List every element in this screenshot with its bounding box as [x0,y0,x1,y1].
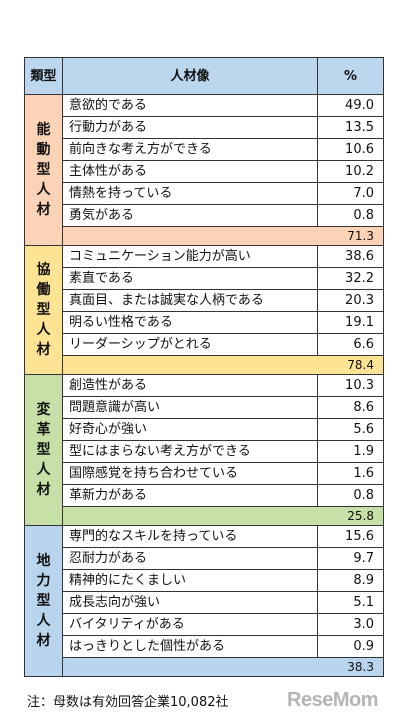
table-row: 情熱を持っている 7.0 [25,182,384,205]
header-row: 類型 人材像 % [24,57,384,95]
item-value: 9.7 [317,547,384,570]
table-row: 主体性がある 10.2 [25,160,384,183]
item-label: 型にはまらない考え方ができる [62,440,318,463]
table-row: リーダーシップがとれる 6.6 [25,333,384,356]
category-cell: 能動型人材 [24,94,63,246]
item-label: 明るい性格である [62,311,318,334]
item-label: 主体性がある [62,160,318,183]
item-value: 10.3 [317,374,384,397]
table-row: 勇気がある 0.8 [25,204,384,227]
item-value: 38.6 [317,245,384,268]
table-row: 国際感覚を持ち合わせている 1.6 [25,462,384,485]
item-label: 精神的にたくましい [62,569,318,592]
table-row: 成長志向が強い 5.1 [25,591,384,614]
item-value: 10.6 [317,138,384,161]
table-row: 素直である 32.2 [25,267,384,290]
group-total: 38.3 [62,657,384,677]
item-value: 15.6 [317,525,384,548]
item-value: 19.1 [317,311,384,334]
table-row: 地力型人材 専門的なスキルを持っている 15.6 [24,525,384,677]
category-label: 能動型人材 [36,122,51,218]
item-label: 忍耐力がある [62,547,318,570]
group-total: 25.8 [62,506,384,526]
total-row: 38.3 [25,657,384,677]
item-label: コミュニケーション能力が高い [62,245,318,268]
table-row: 好奇心が強い 5.6 [25,418,384,441]
item-value: 5.6 [317,418,384,441]
item-value: 0.9 [317,635,384,658]
category-label: 変革型人材 [36,402,51,498]
item-value: 0.8 [317,484,384,507]
resemom-logo: ReseMom [287,689,378,711]
item-value: 10.2 [317,160,384,183]
item-label: 前向きな考え方ができる [62,138,318,161]
header-percent: % [317,57,384,95]
item-label: 素直である [62,267,318,290]
table-row: 能動型人材 意欲的である 49.0 [24,94,384,246]
item-value: 20.3 [317,289,384,312]
item-label: 真面目、または誠実な人柄である [62,289,318,312]
item-label: 情熱を持っている [62,182,318,205]
item-value: 1.6 [317,462,384,485]
item-label: 革新力がある [62,484,318,507]
item-label: 好奇心が強い [62,418,318,441]
category-cell: 協働型人材 [24,245,63,375]
total-row: 78.4 [25,355,384,375]
item-value: 6.6 [317,333,384,356]
header-persona: 人材像 [62,57,318,95]
table-row: 変革型人材 創造性がある 10.3 [24,374,384,526]
item-value: 3.0 [317,613,384,636]
table-row: 協働型人材 コミュニケーション能力が高い 38.6 [24,245,384,375]
table-row: はっきりとした個性がある 0.9 [25,635,384,658]
item-label: 成長志向が強い [62,591,318,614]
item-value: 8.9 [317,569,384,592]
item-value: 49.0 [317,94,384,117]
table-row: 問題意識が高い 8.6 [25,396,384,419]
table-row: 明るい性格である 19.1 [25,311,384,334]
group-total: 78.4 [62,355,384,375]
category-cell: 地力型人材 [24,525,63,677]
table-row: バイタリティがある 3.0 [25,613,384,636]
item-label: バイタリティがある [62,613,318,636]
item-value: 13.5 [317,116,384,139]
footnote: 注：母数は有効回答企業10,082社 [27,695,229,710]
table-row: 真面目、または誠実な人柄である 20.3 [25,289,384,312]
item-label: はっきりとした個性がある [62,635,318,658]
item-label: 創造性がある [62,374,318,397]
item-value: 7.0 [317,182,384,205]
survey-table: 類型 人材像 % 能動型人材 意欲的である 49.0 行動力がある 13.5 前向きな考え… [24,57,384,677]
item-label: 国際感覚を持ち合わせている [62,462,318,485]
table-row: 精神的にたくましい 8.9 [25,569,384,592]
item-label: 勇気がある [62,204,318,227]
item-label: 意欲的である [62,94,318,117]
item-value: 1.9 [317,440,384,463]
header-type: 類型 [24,57,63,95]
table-row: 忍耐力がある 9.7 [25,547,384,570]
total-row: 25.8 [25,506,384,526]
item-label: 専門的なスキルを持っている [62,525,318,548]
table-row: 行動力がある 13.5 [25,116,384,139]
category-cell: 変革型人材 [24,374,63,526]
item-value: 8.6 [317,396,384,419]
item-value: 0.8 [317,204,384,227]
item-label: 行動力がある [62,116,318,139]
table-row: 革新力がある 0.8 [25,484,384,507]
item-label: 問題意識が高い [62,396,318,419]
item-value: 32.2 [317,267,384,290]
item-value: 5.1 [317,591,384,614]
table-row: 前向きな考え方ができる 10.6 [25,138,384,161]
table-row: 型にはまらない考え方ができる 1.9 [25,440,384,463]
category-label: 地力型人材 [36,553,51,649]
total-row: 71.3 [25,226,384,246]
group-total: 71.3 [62,226,384,246]
category-label: 協働型人材 [36,262,51,358]
item-label: リーダーシップがとれる [62,333,318,356]
